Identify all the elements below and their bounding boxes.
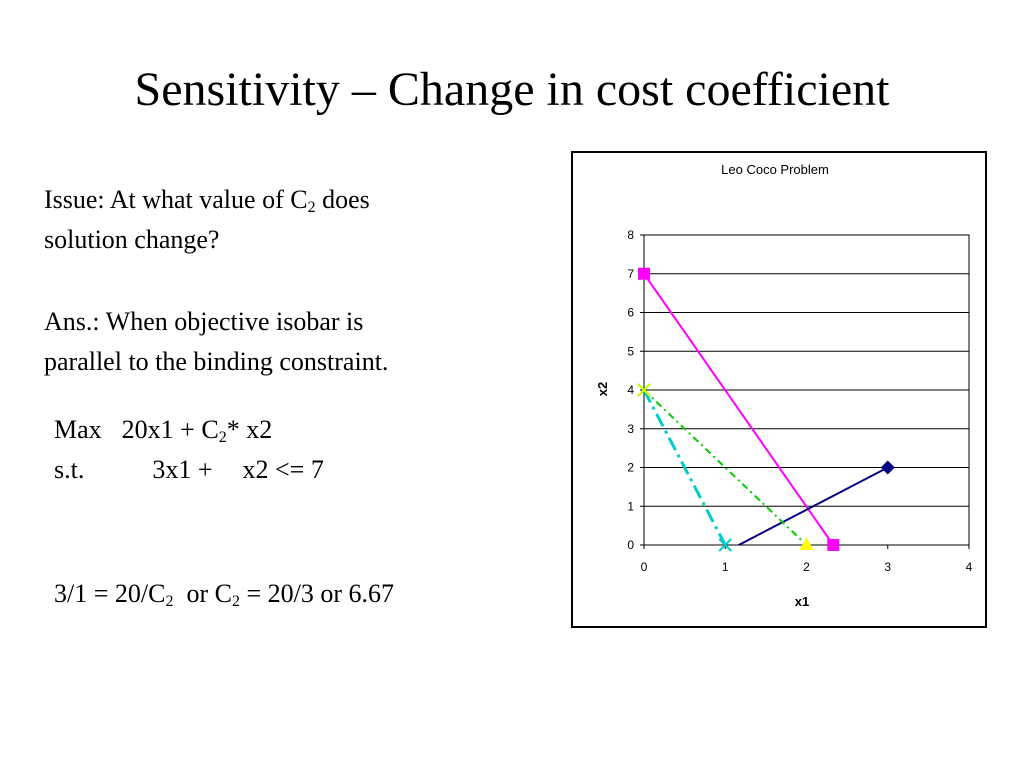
y-tick-label-4: 4 [627, 383, 634, 397]
result-sub-1: 2 [165, 593, 174, 610]
answer-text: Ans.: When objective isobar is parallel … [44, 302, 388, 382]
st-label: s.t. [54, 455, 85, 484]
issue-line-1-post: does [315, 185, 370, 214]
result-part-2: or C [173, 579, 232, 608]
result-sub-2: 2 [231, 593, 240, 610]
series-3-marker-2 [718, 538, 732, 552]
series-2-marker-2 [880, 460, 895, 475]
lp-model: Max 20x1 + C2* x2 s.t. 3x1 + x2 <= 7 [54, 410, 324, 490]
series-1-marker-1 [638, 267, 650, 280]
slide-title: Sensitivity – Change in cost coefficient [134, 63, 890, 116]
series-3-line [644, 389, 727, 545]
x-tick-label-3: 3 [884, 560, 891, 574]
series-4-line [644, 389, 808, 545]
chart-title: Leo Coco Problem [721, 162, 829, 177]
x-tick-label-2: 2 [803, 560, 810, 574]
series-1-marker-2 [827, 539, 840, 551]
result-part-1: 3/1 = 20/C [54, 579, 166, 608]
x-tick-label-1: 1 [722, 560, 729, 574]
constraint-part-2: x2 <= 7 [242, 455, 324, 484]
y-tick-label-6: 6 [627, 306, 634, 320]
y-tick-label-0: 0 [627, 538, 634, 552]
y-tick-label-7: 7 [627, 267, 634, 281]
issue-subscript: 2 [307, 199, 316, 216]
x-axis-label: x1 [795, 594, 809, 609]
leo-coco-chart: Leo Coco Problem x1 x2 0 1 2 3 4 5 6 7 8 0 1 2 3 4 [595, 162, 973, 609]
x-tick-label-4: 4 [966, 560, 973, 574]
objective-pre: 20x1 + C [121, 415, 219, 444]
series-1-line [644, 273, 835, 545]
y-tick-label-1: 1 [627, 499, 634, 513]
issue-text: Issue: At what value of C2 does solution… [44, 180, 370, 260]
y-tick-label-5: 5 [627, 344, 634, 358]
constraint-part-1: 3x1 + [152, 455, 213, 484]
series-4-marker-2 [799, 537, 814, 550]
series-4-marker-1 [637, 383, 651, 397]
y-axis-label: x2 [595, 382, 610, 396]
result-text: 3/1 = 20/C2 or C2 = 20/3 or 6.67 [54, 574, 394, 614]
y-tick-label-8: 8 [627, 228, 634, 242]
objective-line: Max 20x1 + C2* x2 [54, 410, 324, 450]
series-2-line [736, 466, 889, 545]
y-tick-label-2: 2 [627, 461, 634, 475]
result-part-3: = 20/3 or 6.67 [239, 579, 394, 608]
answer-line-1: Ans.: When objective isobar is [44, 307, 364, 336]
max-label: Max [54, 415, 102, 444]
issue-line-1: Issue: At what value of C2 does [44, 180, 370, 220]
answer-line-2: parallel to the binding constraint. [44, 347, 389, 376]
objective-post: * x2 [226, 415, 273, 444]
x-tick-label-0: 0 [641, 560, 648, 574]
objective-subscript: 2 [218, 429, 227, 446]
y-tick-label-3: 3 [627, 422, 634, 436]
chart-frame: Leo Coco Problem x1 x2 0 1 2 3 4 5 6 7 8 0 1 2 3 4 [571, 151, 987, 628]
constraint-line: s.t. 3x1 + x2 <= 7 [54, 450, 324, 490]
issue-line-1-pre: Issue: At what value of C [44, 185, 308, 214]
issue-line-2: solution change? [44, 225, 220, 254]
